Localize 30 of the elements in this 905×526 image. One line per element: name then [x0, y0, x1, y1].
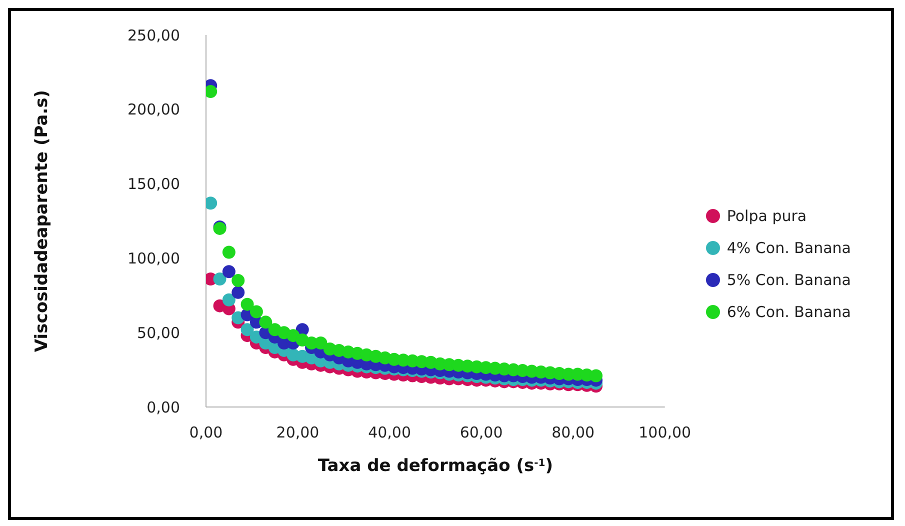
point	[213, 272, 226, 286]
point	[240, 323, 254, 336]
y-tick-label: 50,00	[137, 324, 180, 342]
point	[222, 293, 236, 306]
point	[222, 246, 236, 259]
x-tick-label: 60,00	[460, 424, 503, 442]
legend-label: 5% Con. Banana	[726, 270, 851, 291]
x-tick-label: 20,00	[276, 424, 320, 442]
point	[232, 286, 245, 299]
y-axis-title: Viscosidadeaparente (Pa.s)	[32, 90, 52, 352]
y-tick-label: 200,00	[128, 100, 180, 119]
point	[222, 265, 236, 278]
x-tick-label: 100,00	[638, 424, 692, 442]
point	[232, 274, 245, 288]
x-tick-label: 40,00	[368, 424, 412, 442]
legend-label: 6% Con. Banana	[726, 302, 851, 323]
y-tick-label: 150,00	[128, 175, 180, 194]
point	[240, 298, 254, 311]
legend-label: Polpa pura	[726, 206, 807, 227]
point	[259, 316, 272, 329]
point	[250, 305, 263, 318]
point	[590, 369, 603, 382]
y-tick-label: 0,00	[146, 398, 180, 416]
y-tick-label: 250,00	[128, 26, 180, 44]
x-axis-title: Taxa de deformação (s$^{-1}$)	[318, 456, 553, 476]
legend-label: 4% Con. Banana	[726, 238, 851, 259]
x-tick-label: 80,00	[552, 424, 595, 442]
point	[314, 336, 328, 350]
y-tick-label: 100,00	[128, 250, 180, 268]
x-tick-label: 0,00	[189, 424, 223, 442]
